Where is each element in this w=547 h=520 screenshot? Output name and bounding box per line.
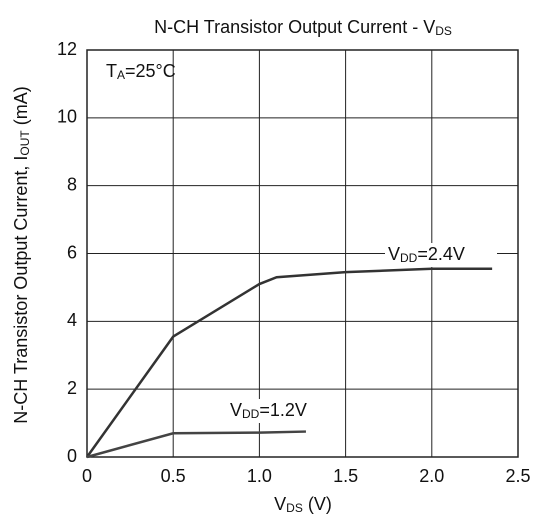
y-tick-label: 4 [67, 310, 77, 330]
series-label: VDD=1.2V [230, 400, 307, 421]
x-tick-label: 1.0 [247, 466, 272, 486]
series-label-bg [227, 399, 339, 423]
series-label-bg [385, 243, 497, 267]
y-tick-label: 12 [57, 39, 77, 59]
x-axis-label-part: (V) [303, 494, 332, 514]
series-label-part: V [230, 400, 242, 420]
annotation-part: A [117, 68, 125, 82]
annotation-part: =25°C [125, 61, 176, 81]
series-line [86, 430, 306, 459]
x-axis-label-part: DS [286, 501, 303, 515]
y-axis-label-part: (mA) [11, 86, 31, 130]
x-tick-label: 2.5 [505, 466, 530, 486]
y-axis-label: N-CH Transistor Output Current, IOUT (mA… [11, 86, 32, 423]
series-label-part: DD [400, 251, 418, 265]
y-tick-label: 8 [67, 174, 77, 194]
x-axis-label-part: V [274, 494, 286, 514]
series-label-part: =2.4V [417, 244, 465, 264]
y-tick-label: 6 [67, 242, 77, 262]
series-line [85, 267, 493, 458]
series-label-part: =1.2V [259, 400, 307, 420]
x-tick-label: 2.0 [419, 466, 444, 486]
series-label: VDD=2.4V [388, 244, 465, 265]
y-axis-label-part: N-CH Transistor Output Current, I [11, 156, 31, 424]
x-tick-label: 0 [82, 466, 92, 486]
x-axis-label: VDS (V) [274, 494, 332, 515]
y-axis-label-part: OUT [18, 130, 32, 156]
y-tick-label: 2 [67, 378, 77, 398]
chart-title-part: DS [435, 24, 452, 38]
annotation: TA=25°C [106, 61, 176, 82]
x-tick-label: 1.5 [333, 466, 358, 486]
series-label-part: DD [242, 407, 260, 421]
chart-title: N-CH Transistor Output Current - VDS [154, 17, 452, 38]
series-label-part: V [388, 244, 400, 264]
y-tick-label: 10 [57, 107, 77, 127]
annotation-part: T [106, 61, 117, 81]
x-tick-label: 0.5 [161, 466, 186, 486]
y-tick-label: 0 [67, 446, 77, 466]
chart-title-part: N-CH Transistor Output Current - V [154, 17, 435, 37]
